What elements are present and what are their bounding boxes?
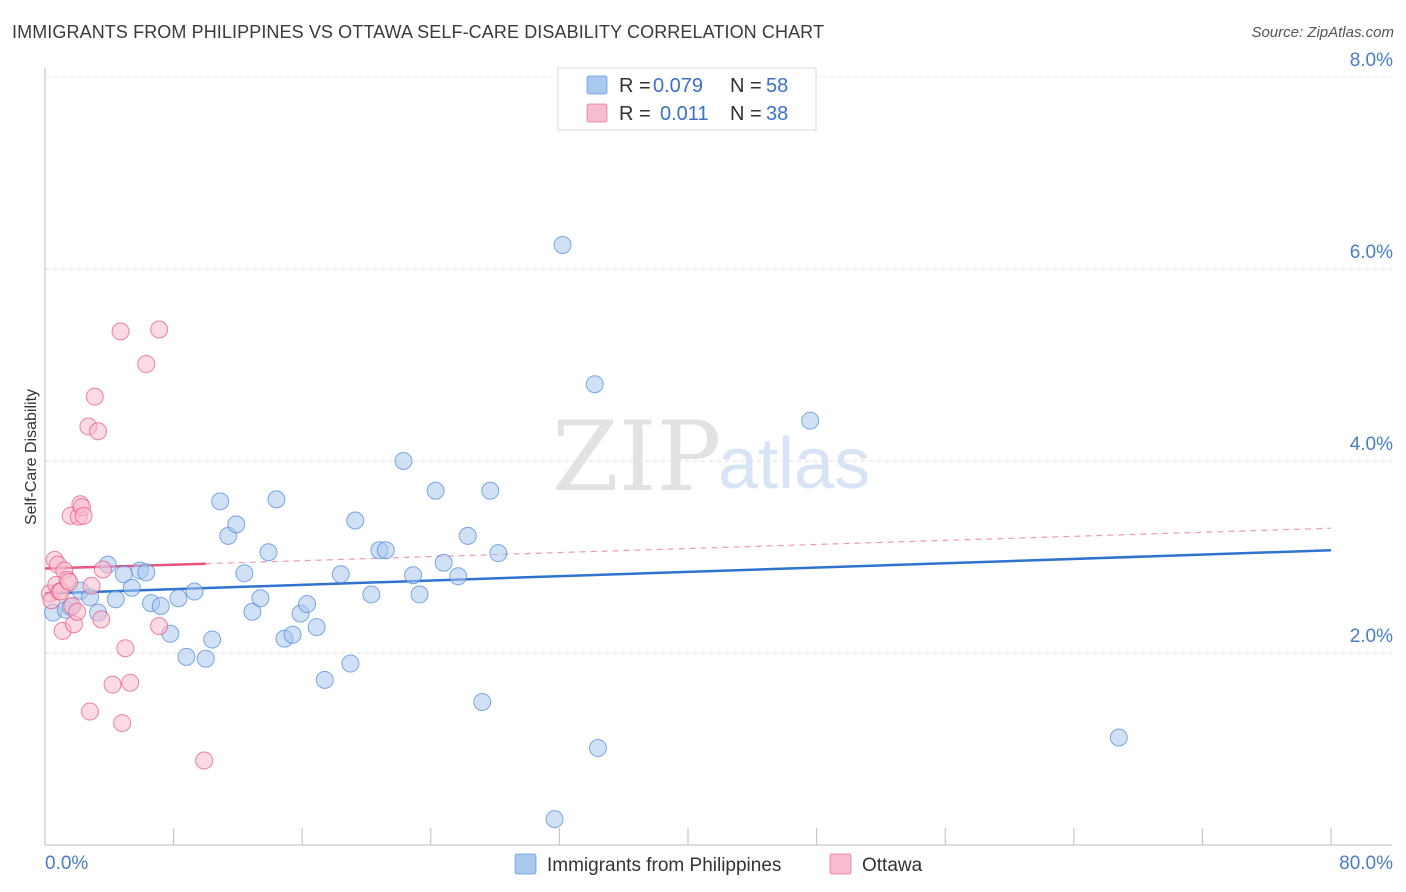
point-philippines	[404, 566, 423, 585]
point-philippines	[481, 481, 500, 500]
point-philippines	[227, 515, 246, 534]
series-legend-label-philippines: Immigrants from Philippines	[547, 855, 781, 876]
point-philippines	[346, 511, 365, 530]
axes	[44, 68, 1392, 846]
point-philippines	[203, 630, 222, 649]
x-tick-label-max: 80.0%	[1339, 853, 1393, 874]
series-legend: Immigrants from Philippines Ottawa	[514, 853, 923, 876]
point-philippines	[298, 595, 317, 614]
point-philippines	[473, 692, 492, 711]
point-philippines	[283, 625, 302, 644]
x-tick-label-min: 0.0%	[45, 853, 88, 874]
legend-n-label-0: N =	[730, 75, 762, 97]
point-philippines	[307, 618, 326, 637]
point-philippines	[235, 564, 254, 583]
point-ottawa	[93, 560, 112, 579]
y-tick-label: 4.0%	[1350, 434, 1393, 455]
point-philippines	[267, 490, 286, 509]
point-philippines	[426, 481, 445, 500]
point-philippines	[243, 602, 262, 621]
stats-legend: R = 0.079 N = 58 R = 0.011 N = 38	[557, 67, 817, 131]
legend-n-value-1: 38	[766, 103, 788, 125]
watermark: ZIP atlas	[552, 401, 870, 513]
legend-r-label-0: R =	[619, 75, 651, 97]
point-ottawa	[137, 355, 156, 374]
source-credit: Source: ZipAtlas.com	[1251, 24, 1394, 41]
point-philippines	[341, 654, 360, 673]
point-philippines	[251, 589, 270, 608]
point-philippines	[801, 411, 820, 430]
point-ottawa	[121, 673, 140, 692]
point-ottawa	[81, 702, 100, 721]
point-philippines	[376, 541, 395, 560]
point-philippines	[185, 582, 204, 601]
point-philippines	[434, 553, 453, 572]
watermark-zip: ZIP	[552, 401, 721, 513]
point-ottawa	[60, 572, 79, 591]
point-ottawa	[68, 602, 87, 621]
legend-r-value-1: 0.011	[660, 103, 709, 125]
chart-title: IMMIGRANTS FROM PHILIPPINES VS OTTAWA SE…	[12, 22, 825, 42]
point-ottawa	[113, 714, 132, 733]
point-philippines	[449, 567, 468, 586]
legend-swatch-philippines	[586, 75, 608, 95]
point-ottawa	[82, 576, 101, 595]
series-legend-swatch-philippines	[514, 853, 537, 875]
point-ottawa	[85, 387, 104, 406]
point-philippines	[169, 589, 188, 608]
y-tick-label: 6.0%	[1350, 242, 1393, 263]
tick-labels: 2.0% 4.0% 6.0% 8.0% 0.0% 80.0%	[45, 50, 1393, 874]
point-philippines	[588, 739, 607, 758]
point-philippines	[211, 492, 230, 511]
y-axis-label: Self-Care Disability	[23, 389, 40, 525]
point-ottawa	[103, 675, 122, 694]
y-tick-label: 2.0%	[1350, 626, 1393, 647]
legend-r-label-1: R =	[619, 103, 651, 125]
series-legend-label-ottawa: Ottawa	[862, 855, 923, 876]
point-philippines	[122, 578, 141, 597]
legend-n-value-0: 58	[766, 75, 788, 97]
point-ottawa	[116, 639, 135, 658]
watermark-atlas: atlas	[718, 424, 870, 504]
point-ottawa	[150, 617, 169, 636]
point-ottawa	[89, 422, 108, 441]
legend-n-label-1: N =	[730, 103, 762, 125]
point-ottawa	[111, 322, 130, 341]
point-philippines	[315, 670, 334, 689]
point-philippines	[394, 452, 413, 470]
trend-lines	[44, 527, 1332, 595]
point-ottawa	[150, 320, 169, 339]
point-ottawa	[195, 751, 214, 770]
point-philippines	[137, 563, 156, 582]
data-points	[40, 236, 1128, 829]
point-ottawa	[92, 610, 111, 629]
trendline-philippines	[44, 549, 1332, 595]
point-philippines	[331, 565, 350, 584]
legend-r-value-0: 0.079	[653, 75, 703, 97]
point-philippines	[458, 526, 477, 545]
series-legend-swatch-ottawa	[829, 853, 852, 875]
point-philippines	[362, 585, 381, 604]
y-tick-label: 8.0%	[1350, 50, 1393, 71]
legend-swatch-ottawa	[586, 103, 608, 123]
point-philippines	[585, 375, 604, 394]
point-philippines	[545, 810, 564, 829]
point-philippines	[177, 647, 196, 666]
point-philippines	[259, 543, 278, 562]
point-philippines	[196, 649, 215, 668]
point-philippines	[410, 585, 429, 604]
point-philippines	[1109, 728, 1128, 747]
trendline-ottawa-extension	[205, 527, 1332, 565]
point-ottawa	[74, 506, 93, 525]
point-philippines	[106, 590, 125, 609]
point-philippines	[151, 596, 170, 615]
point-philippines	[553, 236, 572, 254]
point-philippines	[489, 544, 508, 563]
